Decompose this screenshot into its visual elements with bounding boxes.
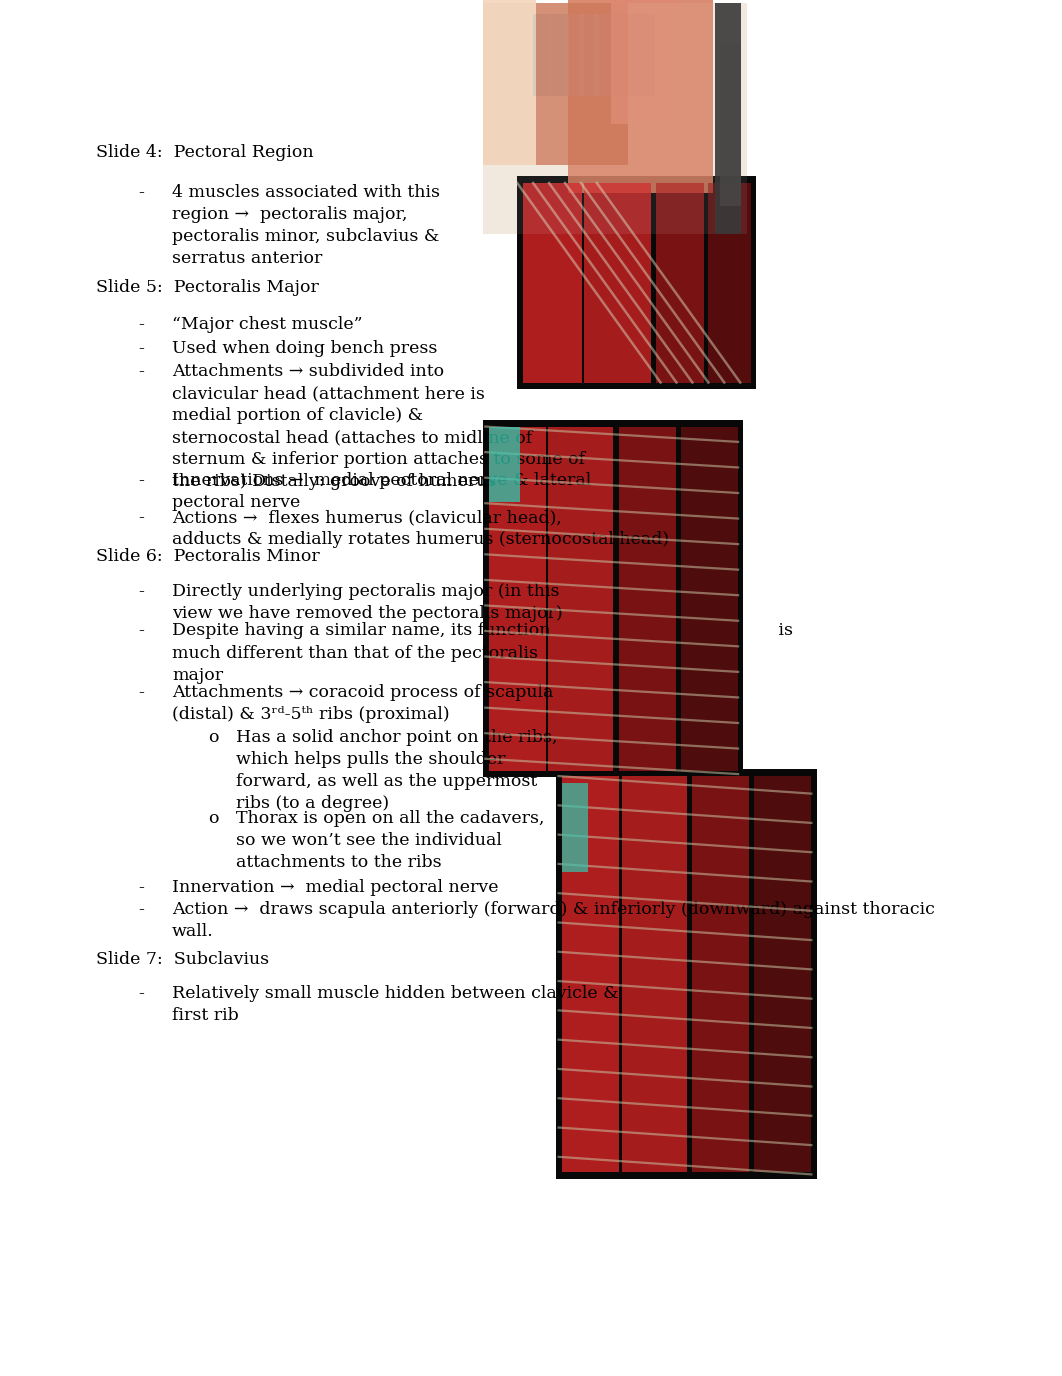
Text: Directly underlying pectoralis major (in this
view we have removed the pectorali: Directly underlying pectoralis major (in… xyxy=(172,583,563,622)
Bar xyxy=(556,769,817,1179)
Text: Slide 5:  Pectoralis Major: Slide 5: Pectoralis Major xyxy=(96,279,319,296)
Bar xyxy=(754,776,811,1172)
Bar xyxy=(720,44,741,206)
Bar xyxy=(584,183,651,383)
Text: -: - xyxy=(138,684,144,700)
Text: Innervation →  medial pectoral nerve: Innervation → medial pectoral nerve xyxy=(172,879,498,896)
Bar xyxy=(523,183,582,383)
Text: Innervations →  medial pectoral nerve & lateral
pectoral nerve: Innervations → medial pectoral nerve & l… xyxy=(172,472,592,510)
Text: Attachments → subdivided into
clavicular head (attachment here is
medial portion: Attachments → subdivided into clavicular… xyxy=(172,363,585,490)
Text: o: o xyxy=(208,810,219,827)
Text: Actions →  flexes humerus (clavicular head),
adducts & medially rotates humerus : Actions → flexes humerus (clavicular hea… xyxy=(172,509,669,548)
Text: Slide 4:  Pectoral Region: Slide 4: Pectoral Region xyxy=(96,144,313,161)
Bar xyxy=(579,14,599,96)
Text: Slide 7:  Subclavius: Slide 7: Subclavius xyxy=(96,951,269,967)
Bar xyxy=(483,3,747,234)
Bar xyxy=(715,3,741,234)
Text: is: is xyxy=(773,622,793,638)
Bar xyxy=(548,14,569,96)
Bar xyxy=(562,776,619,1172)
Bar xyxy=(564,14,584,96)
Text: -: - xyxy=(138,509,144,526)
Bar xyxy=(483,3,747,234)
Text: Action →  draws scapula anteriorly (forward) & inferiorly (downward) against tho: Action → draws scapula anteriorly (forwa… xyxy=(172,901,935,940)
Bar xyxy=(517,176,756,389)
Text: Slide 6:  Pectoralis Minor: Slide 6: Pectoralis Minor xyxy=(96,548,320,564)
Bar xyxy=(621,776,687,1172)
Text: -: - xyxy=(138,879,144,896)
Bar xyxy=(568,0,713,193)
Bar xyxy=(618,427,675,771)
Bar xyxy=(489,427,519,502)
Text: -: - xyxy=(138,340,144,356)
Text: Relatively small muscle hidden between clavicle &
first rib: Relatively small muscle hidden between c… xyxy=(172,985,619,1024)
Text: -: - xyxy=(138,184,144,201)
Bar xyxy=(533,14,553,96)
Text: -: - xyxy=(138,622,144,638)
Text: -: - xyxy=(138,583,144,600)
Text: o: o xyxy=(208,729,219,746)
Text: -: - xyxy=(138,901,144,918)
Bar xyxy=(611,0,676,124)
Text: -: - xyxy=(138,363,144,380)
Text: Despite having a similar name, its function: Despite having a similar name, its funct… xyxy=(172,622,550,638)
Text: 4 muscles associated with this
region →  pectoralis major,
pectoralis minor, sub: 4 muscles associated with this region → … xyxy=(172,184,440,267)
Text: -: - xyxy=(138,472,144,488)
Bar xyxy=(681,427,738,771)
Bar xyxy=(655,183,703,383)
Bar xyxy=(595,14,615,96)
Text: -: - xyxy=(138,985,144,1002)
Bar xyxy=(562,783,588,872)
Text: “Major chest muscle”: “Major chest muscle” xyxy=(172,316,362,333)
Bar xyxy=(483,420,743,777)
Text: Has a solid anchor point on the ribs,
which helps pulls the shoulder
forward, as: Has a solid anchor point on the ribs, wh… xyxy=(236,729,558,812)
Bar xyxy=(548,427,613,771)
Text: much different than that of the pectoralis
major: much different than that of the pectoral… xyxy=(172,645,538,684)
Text: Thorax is open on all the cadavers,
so we won’t see the individual
attachments t: Thorax is open on all the cadavers, so w… xyxy=(236,810,544,871)
Bar xyxy=(708,183,752,383)
Bar xyxy=(533,14,655,96)
Text: Used when doing bench press: Used when doing bench press xyxy=(172,340,438,356)
Bar xyxy=(483,0,536,165)
Bar xyxy=(691,776,749,1172)
Bar xyxy=(536,3,629,165)
Text: Attachments → coracoid process of scapula
(distal) & 3ʳᵈ-5ᵗʰ ribs (proximal): Attachments → coracoid process of scapul… xyxy=(172,684,553,722)
Text: -: - xyxy=(138,316,144,333)
Bar xyxy=(489,427,546,771)
